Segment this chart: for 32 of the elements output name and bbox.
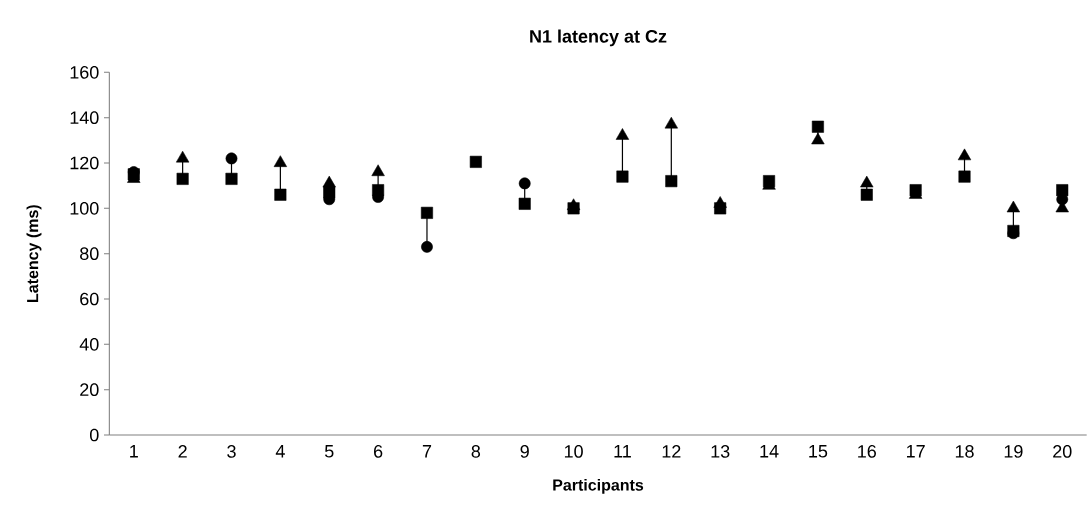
x-tick-label: 1	[130, 445, 138, 458]
x-tick-label: 12	[662, 445, 681, 458]
chart-title: N1 latency at Cz	[530, 29, 667, 47]
x-tick-label: 18	[955, 445, 974, 458]
x-tick-label: 10	[564, 445, 583, 458]
x-tick-label: 14	[760, 445, 779, 458]
x-tick-label: 20	[1053, 445, 1072, 458]
x-tick-label: 16	[858, 445, 876, 458]
y-tick-label: 60	[80, 292, 99, 306]
x-tick-label: 15	[809, 445, 828, 458]
y-tick-label: 20	[80, 383, 99, 397]
x-tick-label: 9	[520, 445, 529, 458]
y-tick-label: 120	[70, 156, 99, 170]
y-tick-label: 140	[70, 111, 99, 125]
y-tick-label: 100	[70, 201, 99, 215]
x-axis-title: Participants	[553, 478, 644, 494]
y-tick-label: 80	[80, 247, 99, 261]
x-tick-label: 3	[227, 445, 236, 458]
x-tick-label: 19	[1004, 445, 1023, 458]
x-tick-label: 2	[178, 445, 187, 458]
x-tick-label: 8	[471, 445, 481, 458]
x-tick-label: 13	[711, 445, 730, 458]
x-tick-label: 7	[422, 445, 432, 458]
y-tick-label: 40	[79, 337, 99, 351]
y-axis-title: Latency (ms)	[26, 205, 42, 302]
x-tick-label: 17	[907, 445, 925, 458]
x-tick-label: 4	[275, 445, 285, 458]
y-tick-label: 160	[70, 65, 99, 79]
x-tick-label: 11	[614, 445, 631, 458]
x-tick-label: 6	[374, 445, 383, 458]
x-tick-label: 5	[324, 445, 334, 458]
y-tick-label: 0	[89, 428, 99, 442]
